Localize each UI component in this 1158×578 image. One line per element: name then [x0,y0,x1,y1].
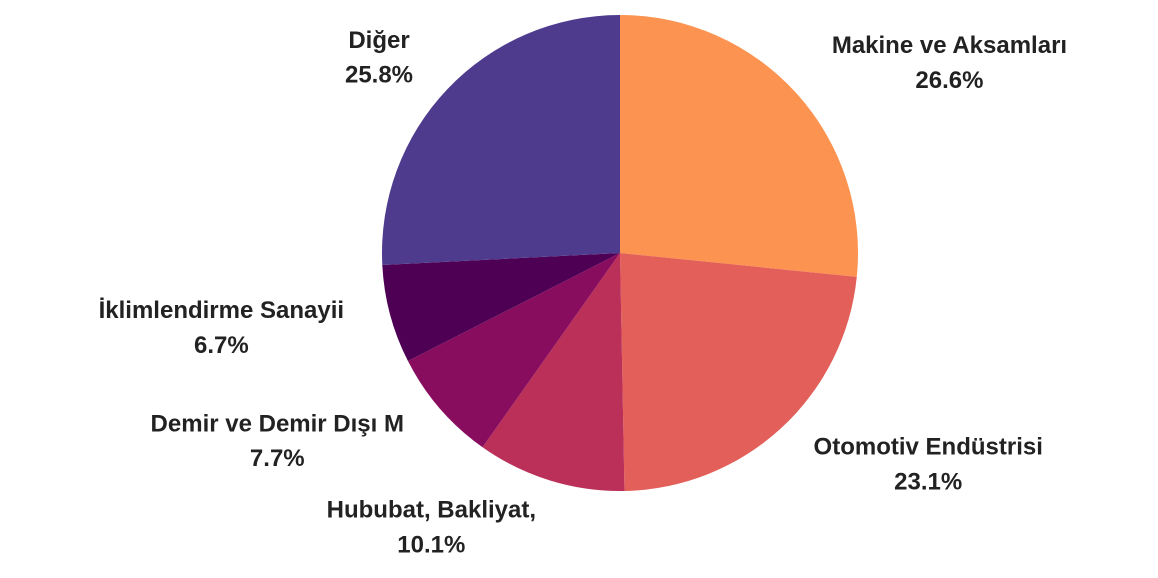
slice-label: Makine ve Aksamları 26.6% [832,32,1067,94]
label-name: İklimlendirme Sanayii [99,297,344,324]
pie-slice [382,253,620,362]
slice-label: Hububat, Bakliyat, 10.1% [327,497,536,559]
label-value: 23.1% [894,468,962,495]
label-name: Hububat, Bakliyat, [327,497,536,524]
pie-slice [482,253,625,491]
label-name: Otomotiv Endüstrisi [814,434,1043,461]
label-value: 26.6% [915,67,983,94]
pie-slice [620,15,858,277]
label-value: 10.1% [397,531,465,558]
slice-label: Diğer 25.8% [345,27,413,89]
slice-label: Demir ve Demir Dışı M 7.7% [151,410,404,472]
pie-slice [382,15,620,265]
label-name: Makine ve Aksamları [832,32,1067,59]
label-value: 6.7% [194,332,249,359]
label-name: Diğer [348,27,409,54]
pie-slice [407,253,620,448]
label-name: Demir ve Demir Dışı M [151,410,404,437]
label-value: 7.7% [250,445,305,472]
slice-label: İklimlendirme Sanayii 6.7% [99,297,344,359]
label-value: 25.8% [345,62,413,89]
slice-label: Otomotiv Endüstrisi 23.1% [814,434,1043,496]
pie-slice [620,253,857,491]
